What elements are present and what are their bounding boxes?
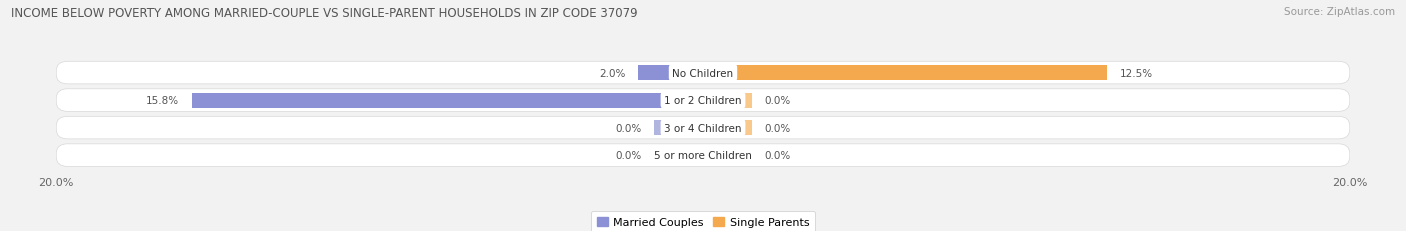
Text: No Children: No Children — [672, 68, 734, 78]
Legend: Married Couples, Single Parents: Married Couples, Single Parents — [592, 211, 814, 231]
Bar — [703, 148, 752, 163]
Text: INCOME BELOW POVERTY AMONG MARRIED-COUPLE VS SINGLE-PARENT HOUSEHOLDS IN ZIP COD: INCOME BELOW POVERTY AMONG MARRIED-COUPL… — [11, 7, 638, 20]
Text: Source: ZipAtlas.com: Source: ZipAtlas.com — [1284, 7, 1395, 17]
Text: 0.0%: 0.0% — [765, 96, 790, 106]
Text: 5 or more Children: 5 or more Children — [654, 150, 752, 160]
Bar — [703, 121, 752, 136]
FancyBboxPatch shape — [56, 144, 1350, 167]
Text: 2.0%: 2.0% — [599, 68, 626, 78]
Bar — [654, 148, 703, 163]
FancyBboxPatch shape — [56, 89, 1350, 112]
Text: 0.0%: 0.0% — [616, 150, 641, 160]
FancyBboxPatch shape — [56, 62, 1350, 85]
Text: 3 or 4 Children: 3 or 4 Children — [664, 123, 742, 133]
FancyBboxPatch shape — [56, 117, 1350, 139]
Text: 15.8%: 15.8% — [146, 96, 179, 106]
Text: 0.0%: 0.0% — [765, 123, 790, 133]
Bar — [703, 66, 1108, 81]
Bar — [654, 121, 703, 136]
Text: 0.0%: 0.0% — [765, 150, 790, 160]
Bar — [638, 66, 703, 81]
Bar — [703, 93, 752, 108]
Text: 1 or 2 Children: 1 or 2 Children — [664, 96, 742, 106]
Text: 12.5%: 12.5% — [1121, 68, 1153, 78]
Bar — [193, 93, 703, 108]
Text: 0.0%: 0.0% — [616, 123, 641, 133]
